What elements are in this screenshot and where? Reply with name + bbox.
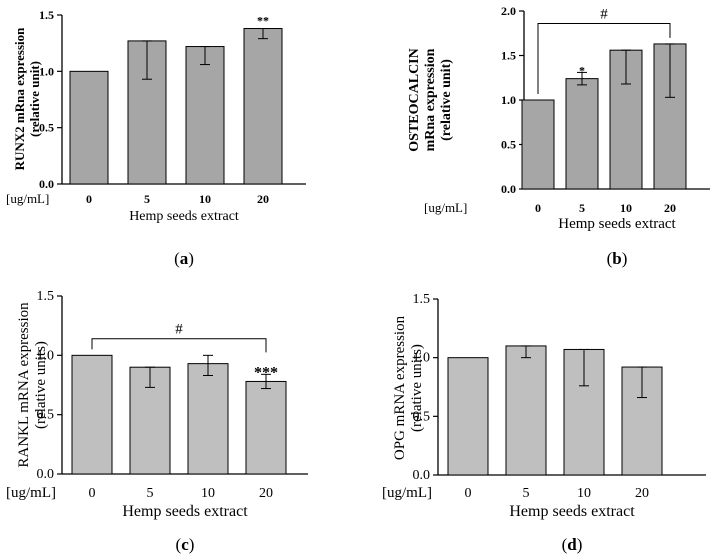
chart-a-significance-label: ** (257, 14, 269, 28)
chart-a-bar (185, 46, 225, 185)
chart-d-x-tick-label: 5 (523, 486, 530, 501)
chart-c-x-tick-label: 5 (147, 486, 154, 501)
chart-d-x-axis-title: Hemp seeds extract (509, 503, 635, 520)
chart-b-y-axis-title: mRna expression (423, 48, 438, 151)
chart-a-bar (243, 28, 283, 185)
chart-b-x-axis-title: Hemp seeds extract (558, 216, 676, 232)
chart-c-bracket-label: # (175, 322, 183, 338)
chart-c-y-axis-title: (relative units) (33, 341, 49, 429)
chart-c-unit-label: [ug/mL] (6, 485, 56, 501)
chart-c-y-tick-label: 1.5 (37, 289, 55, 304)
chart-c-bar (129, 366, 171, 475)
chart-a-bar (69, 70, 109, 185)
chart-d-y-tick-label: 1.5 (413, 292, 431, 307)
chart-a-x-tick-label: 10 (199, 192, 211, 206)
chart-c-y-axis-title: RANKL mRNA expression (16, 302, 32, 468)
chart-b-y-tick-label: 1.5 (501, 49, 516, 63)
chart-a-y-tick-label: 0.5 (39, 121, 54, 135)
chart-c-y-tick-label: 0.0 (37, 467, 55, 482)
chart-b-panel-label: (b) (607, 249, 628, 268)
chart-a-x-axis-title: Hemp seeds extract (129, 209, 239, 224)
chart-b-bar (565, 78, 599, 190)
chart-b-x-tick-label: 10 (620, 201, 632, 215)
chart-d-y-axis-title: (relative units) (409, 344, 425, 432)
chart-d-unit-label: [ug/mL] (382, 485, 432, 501)
chart-a-y-axis-title: (relative unit) (27, 61, 42, 137)
chart-b-significance-label: * (579, 64, 585, 78)
chart-b-unit-label: [ug/mL] (424, 200, 467, 215)
chart-b-x-tick-label: 0 (535, 201, 541, 215)
chart-d-x-tick-label: 0 (465, 486, 472, 501)
chart-b-significance-bracket (537, 22, 671, 94)
chart-b-y-axis-title: (relative unit) (439, 59, 454, 141)
chart-c-x-tick-label: 0 (89, 486, 96, 501)
chart-b-y-tick-label: 0.5 (501, 138, 516, 152)
chart-c-x-axis-title: Hemp seeds extract (122, 503, 248, 520)
chart-c-x-tick-label: 10 (201, 486, 215, 501)
chart-c-y-tick-label: 1.0 (37, 348, 55, 363)
chart-d-panel-label: (d) (562, 535, 583, 554)
chart-d-y-tick-label: 0.5 (413, 409, 431, 424)
chart-d-y-tick-label: 1.0 (413, 351, 431, 366)
chart-b-y-tick-label: 2.0 (501, 4, 516, 18)
chart-b-x-tick-label: 5 (579, 201, 585, 215)
chart-c-significance-bracket (91, 338, 267, 353)
chart-b-x-tick-label: 20 (664, 201, 676, 215)
chart-d-y-tick-label: 0.0 (413, 468, 431, 483)
chart-a-y-tick-label: 1.5 (39, 8, 54, 22)
chart-a-panel-label: (a) (174, 249, 194, 268)
chart-d-y-axis-title: OPG mRNA expression (392, 315, 408, 460)
chart-b-bar (521, 99, 555, 190)
chart-d-x-tick-label: 20 (635, 486, 649, 501)
chart-c-bar (245, 380, 287, 475)
chart-a-y-tick-label: 0.0 (39, 177, 54, 191)
chart-c-bar (187, 363, 229, 475)
chart-d-bar (505, 345, 547, 476)
chart-b-y-tick-label: 1.0 (501, 93, 516, 107)
chart-a-x-tick-label: 0 (86, 192, 92, 206)
chart-a-x-tick-label: 20 (257, 192, 269, 206)
chart-d-x-tick-label: 10 (577, 486, 591, 501)
chart-a-bar (127, 40, 167, 185)
chart-a-unit-label: [ug/mL] (6, 191, 49, 206)
chart-c-panel-label: (c) (176, 535, 195, 554)
chart-b-y-axis-title: OSTEOCALCIN (407, 48, 422, 151)
chart-a-y-axis-title: RUNX2 mRna expression (12, 27, 27, 171)
chart-b-y-tick-label: 0.0 (501, 182, 516, 196)
chart-d-bar (447, 357, 489, 476)
chart-b-bracket-label: # (600, 6, 608, 22)
chart-c-x-tick-label: 20 (259, 486, 273, 501)
chart-c-significance-label: *** (254, 364, 278, 381)
chart-a-y-tick-label: 1.0 (39, 64, 54, 78)
chart-c-bar (71, 354, 113, 475)
chart-c-y-tick-label: 0.5 (37, 408, 55, 423)
chart-a-x-tick-label: 5 (144, 192, 150, 206)
